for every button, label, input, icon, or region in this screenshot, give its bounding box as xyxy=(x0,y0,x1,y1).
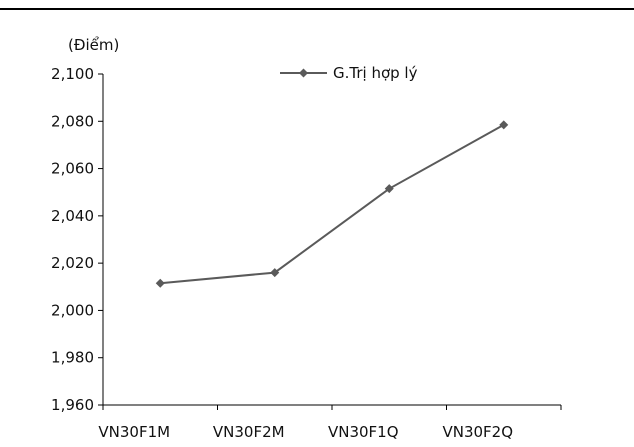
y-tick-label: 2,020 xyxy=(51,254,94,272)
axes: 1,960 1,980 2,000 2,020 2,040 2,060 2,080 2,100… xyxy=(51,65,562,441)
y-tick-label: 2,100 xyxy=(51,65,94,83)
y-unit-label: (Điểm) xyxy=(68,36,119,54)
y-tick-label: 2,080 xyxy=(51,112,94,130)
y-tick-label: 1,960 xyxy=(51,396,94,414)
y-tick-label: 2,040 xyxy=(51,207,94,225)
y-tick-label: 1,980 xyxy=(51,349,94,367)
data-point xyxy=(270,268,280,278)
series-line xyxy=(160,123,505,285)
data-point xyxy=(384,184,394,194)
series-group xyxy=(155,120,509,288)
x-tick-label: VN30F2M xyxy=(213,423,285,441)
y-tick-label: 2,000 xyxy=(51,301,94,319)
x-tick-label: VN30F1Q xyxy=(328,423,399,441)
x-tick-label: VN30F2Q xyxy=(442,423,513,441)
data-point xyxy=(499,120,509,130)
y-tick-label: 2,060 xyxy=(51,160,94,178)
top-rule xyxy=(0,8,634,10)
data-point xyxy=(155,278,165,288)
x-tick-label: VN30F1M xyxy=(98,423,170,441)
legend-marker xyxy=(299,68,308,78)
legend-label: G.Trị hợp lý xyxy=(333,64,418,82)
legend: G.Trị hợp lý xyxy=(280,64,418,82)
